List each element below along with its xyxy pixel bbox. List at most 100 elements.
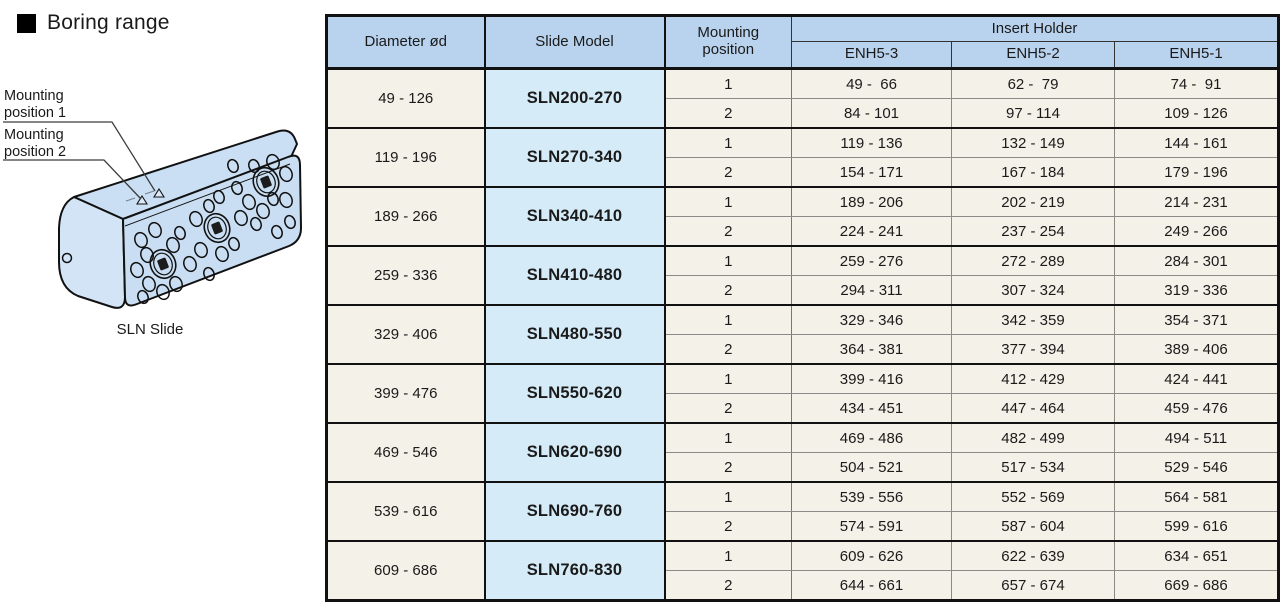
enh5-2-range-cell: 517 - 534: [951, 452, 1115, 483]
header-enh5-1: ENH5-1: [1114, 41, 1279, 70]
enh5-2-range-cell: 272 - 289: [951, 245, 1115, 276]
diameter-cell: 259 - 336: [326, 245, 486, 306]
clamp-screw-holes: [149, 166, 280, 280]
header-enh5-2: ENH5-2: [951, 41, 1115, 70]
enh5-3-range-cell: 469 - 486: [791, 422, 952, 453]
mounting-position-cell: 2: [664, 216, 792, 247]
enh5-1-range-cell: 424 - 441: [1114, 363, 1279, 394]
mounting-position-cell: 2: [664, 98, 792, 129]
enh5-2-range-cell: 167 - 184: [951, 157, 1115, 188]
enh5-2-range-cell: 622 - 639: [951, 540, 1115, 571]
mounting-position-cell: 2: [664, 511, 792, 542]
table-row: 399 - 476 SLN550-620 1 399 - 416 412 - 4…: [326, 363, 1279, 424]
enh5-2-range-cell: 377 - 394: [951, 334, 1115, 365]
table-row: 329 - 406 SLN480-550 1 329 - 346 342 - 3…: [326, 304, 1279, 365]
enh5-1-range-cell: 529 - 546: [1114, 452, 1279, 483]
diameter-cell: 539 - 616: [326, 481, 486, 542]
enh5-2-range-cell: 307 - 324: [951, 275, 1115, 306]
mounting-position-cell: 1: [664, 245, 792, 276]
enh5-1-range-cell: 599 - 616: [1114, 511, 1279, 542]
enh5-3-range-cell: 154 - 171: [791, 157, 952, 188]
mounting-position-cell: 2: [664, 275, 792, 306]
mounting-position-labels: Mounting position 1 Mounting position 2: [4, 88, 66, 160]
enh5-2-range-cell: 237 - 254: [951, 216, 1115, 247]
mounting-position-cell: 1: [664, 68, 792, 99]
enh5-3-range-cell: 259 - 276: [791, 245, 952, 276]
diameter-cell: 609 - 686: [326, 540, 486, 602]
table-row: 2 574 - 591 587 - 604 599 - 616: [327, 511, 1279, 542]
table-row: 2 84 - 101 97 - 114 109 - 126: [327, 98, 1279, 129]
enh5-1-range-cell: 319 - 336: [1114, 275, 1279, 306]
mounting-position-cell: 1: [664, 186, 792, 217]
enh5-1-range-cell: 109 - 126: [1114, 98, 1279, 129]
enh5-2-range-cell: 447 - 464: [951, 393, 1115, 424]
diameter-cell: 469 - 546: [326, 422, 486, 483]
header-diameter: Diameter ød: [326, 15, 486, 70]
enh5-3-range-cell: 644 - 661: [791, 570, 952, 602]
table-row: 2 224 - 241 237 - 254 249 - 266: [327, 216, 1279, 247]
enh5-2-range-cell: 482 - 499: [951, 422, 1115, 453]
enh5-1-range-cell: 494 - 511: [1114, 422, 1279, 453]
enh5-3-range-cell: 434 - 451: [791, 393, 952, 424]
table-row: 2 154 - 171 167 - 184 179 - 196: [327, 157, 1279, 188]
diameter-cell: 399 - 476: [326, 363, 486, 424]
enh5-3-range-cell: 574 - 591: [791, 511, 952, 542]
slide-model-cell: SLN760-830: [484, 540, 666, 602]
enh5-3-range-cell: 399 - 416: [791, 363, 952, 394]
mounting-position-cell: 1: [664, 422, 792, 453]
section-square-icon: [17, 13, 36, 33]
diameter-cell: 119 - 196: [326, 127, 486, 188]
enh5-3-range-cell: 609 - 626: [791, 540, 952, 571]
enh5-3-range-cell: 84 - 101: [791, 98, 952, 129]
mounting-position-cell: 1: [664, 304, 792, 335]
enh5-3-range-cell: 189 - 206: [791, 186, 952, 217]
slide-model-cell: SLN200-270: [484, 68, 666, 129]
slide-model-cell: SLN340-410: [484, 186, 666, 247]
enh5-2-range-cell: 587 - 604: [951, 511, 1115, 542]
table-row: 2 504 - 521 517 - 534 529 - 546: [327, 452, 1279, 483]
table-row: 469 - 546 SLN620-690 1 469 - 486 482 - 4…: [326, 422, 1279, 483]
enh5-1-range-cell: 284 - 301: [1114, 245, 1279, 276]
end-face-hole: [61, 252, 73, 264]
boring-range-table: Diameter ød Slide Model Mounting positio…: [325, 14, 1280, 602]
enh5-2-range-cell: 97 - 114: [951, 98, 1115, 129]
enh5-3-range-cell: 504 - 521: [791, 452, 952, 483]
mounting-position-cell: 1: [664, 481, 792, 512]
table-row: 2 644 - 661 657 - 674 669 - 686: [327, 570, 1279, 602]
sln-slide-illustration: Mounting position 1 Mounting position 2: [3, 88, 302, 309]
enh5-1-range-cell: 144 - 161: [1114, 127, 1279, 158]
enh5-3-range-cell: 119 - 136: [791, 127, 952, 158]
header-slide-model: Slide Model: [484, 15, 666, 70]
mounting-position-marks: [125, 187, 165, 205]
enh5-1-range-cell: 634 - 651: [1114, 540, 1279, 571]
section-title: Boring range: [17, 11, 170, 35]
enh5-1-range-cell: 669 - 686: [1114, 570, 1279, 602]
enh5-3-range-cell: 364 - 381: [791, 334, 952, 365]
slide-model-cell: SLN690-760: [484, 481, 666, 542]
block-top-face: [73, 129, 298, 220]
diameter-cell: 49 - 126: [326, 68, 486, 129]
table-row: 49 - 126 SLN200-270 1 49 - 66 62 - 79 74…: [326, 68, 1279, 129]
diameter-cell: 189 - 266: [326, 186, 486, 247]
enh5-1-range-cell: 179 - 196: [1114, 157, 1279, 188]
mounting-position-cell: 2: [664, 334, 792, 365]
enh5-1-range-cell: 74 - 91: [1114, 68, 1279, 99]
enh5-2-range-cell: 202 - 219: [951, 186, 1115, 217]
enh5-3-range-cell: 329 - 346: [791, 304, 952, 335]
slide-model-cell: SLN270-340: [484, 127, 666, 188]
mounting-position-1-label-line2: position 1: [4, 105, 66, 121]
mounting-position-cell: 2: [664, 452, 792, 483]
boring-range-table-container: Diameter ød Slide Model Mounting positio…: [325, 14, 1280, 602]
diameter-cell: 329 - 406: [326, 304, 486, 365]
enh5-3-range-cell: 539 - 556: [791, 481, 952, 512]
mounting-position-cell: 2: [664, 393, 792, 424]
header-mounting-position: Mounting position: [664, 15, 792, 70]
enh5-1-range-cell: 214 - 231: [1114, 186, 1279, 217]
slide-model-cell: SLN480-550: [484, 304, 666, 365]
mounting-position-1-label-line1: Mounting: [4, 88, 64, 104]
enh5-3-range-cell: 49 - 66: [791, 68, 952, 99]
header-row-1: Diameter ød Slide Model Mounting positio…: [326, 15, 1279, 70]
table-row: 119 - 196 SLN270-340 1 119 - 136 132 - 1…: [326, 127, 1279, 188]
table-row: 609 - 686 SLN760-830 1 609 - 626 622 - 6…: [326, 540, 1279, 602]
